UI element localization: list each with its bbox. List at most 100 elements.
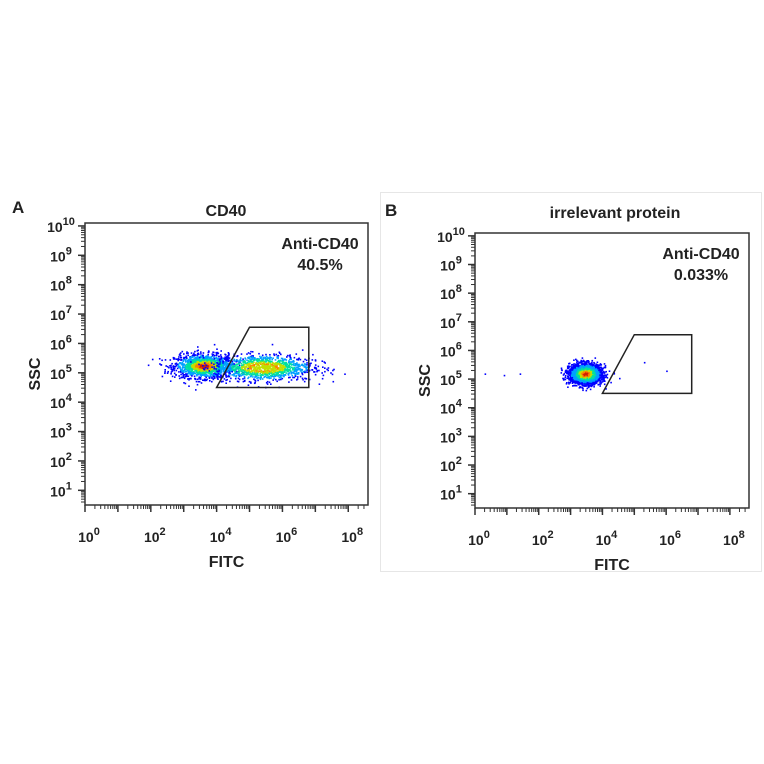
event-dot bbox=[273, 371, 275, 373]
event-dot bbox=[281, 364, 284, 367]
event-dot bbox=[289, 356, 291, 358]
event-dot bbox=[166, 365, 169, 368]
event-dot bbox=[206, 357, 209, 359]
event-dot bbox=[246, 362, 248, 365]
event-dot bbox=[255, 371, 257, 374]
event-dot bbox=[283, 361, 285, 364]
event-dot bbox=[240, 362, 242, 365]
event-dot bbox=[290, 379, 293, 381]
event-dot bbox=[258, 365, 261, 367]
event-dot bbox=[599, 364, 601, 366]
event-dot bbox=[180, 356, 182, 359]
event-dot bbox=[225, 354, 227, 356]
event-dot bbox=[278, 371, 281, 373]
event-dot bbox=[195, 357, 197, 360]
tick-base: 10 bbox=[440, 487, 456, 503]
event-dot bbox=[242, 364, 244, 366]
event-dot bbox=[207, 367, 210, 369]
event-dot bbox=[242, 372, 245, 375]
event-dot bbox=[590, 379, 592, 382]
event-dot bbox=[247, 369, 249, 372]
event-dot bbox=[274, 370, 276, 373]
event-dot bbox=[233, 368, 235, 371]
event-dot bbox=[344, 373, 346, 375]
event-dot bbox=[195, 365, 197, 368]
event-dot bbox=[211, 367, 213, 369]
event-dot bbox=[272, 373, 275, 376]
event-dot bbox=[252, 368, 255, 370]
event-dot bbox=[259, 355, 261, 358]
tick-exponent: 5 bbox=[456, 369, 462, 381]
event-dot bbox=[225, 379, 227, 382]
events bbox=[484, 357, 668, 392]
event-dot bbox=[184, 375, 187, 378]
event-dot bbox=[262, 358, 265, 360]
event-dot bbox=[231, 370, 233, 373]
event-dot bbox=[204, 364, 206, 367]
event-dot bbox=[192, 361, 195, 363]
event-dot bbox=[268, 372, 271, 375]
event-dot bbox=[168, 366, 170, 369]
event-dot bbox=[206, 378, 208, 381]
event-dot bbox=[304, 365, 307, 367]
event-dot bbox=[220, 355, 222, 358]
tick-base: 10 bbox=[596, 532, 612, 548]
event-dot bbox=[180, 369, 182, 371]
event-dot bbox=[179, 370, 182, 373]
event-dot bbox=[231, 374, 233, 376]
event-dot bbox=[173, 358, 176, 360]
event-dot bbox=[228, 359, 230, 362]
event-dot bbox=[285, 372, 288, 374]
event-dot bbox=[251, 366, 253, 368]
event-dot bbox=[592, 384, 595, 386]
event-dot bbox=[200, 366, 202, 369]
event-dot bbox=[254, 374, 257, 376]
event-dot bbox=[188, 379, 190, 381]
event-dot bbox=[179, 355, 182, 357]
event-dot bbox=[230, 364, 232, 367]
y-tick-label: 105 bbox=[50, 363, 72, 382]
y-tick-label: 108 bbox=[50, 275, 72, 294]
event-dot bbox=[278, 351, 281, 354]
panel-b-frame bbox=[380, 192, 762, 572]
event-dot bbox=[177, 359, 179, 362]
event-dot bbox=[213, 366, 215, 368]
event-dot bbox=[205, 376, 207, 378]
event-dot bbox=[212, 354, 215, 356]
event-dot bbox=[183, 366, 186, 369]
event-dot bbox=[225, 376, 228, 378]
event-dot bbox=[239, 369, 242, 371]
event-dot bbox=[197, 359, 200, 361]
event-dot bbox=[316, 369, 319, 372]
event-dot bbox=[147, 364, 150, 367]
event-dot bbox=[227, 375, 229, 378]
event-dot bbox=[228, 375, 231, 378]
event-dot bbox=[261, 359, 263, 362]
event-dot bbox=[203, 370, 206, 372]
event-dot bbox=[223, 369, 225, 371]
event-dot bbox=[235, 359, 238, 361]
event-dot bbox=[260, 361, 262, 363]
tick-exponent: 7 bbox=[66, 304, 72, 316]
event-dot bbox=[297, 372, 300, 374]
event-dot bbox=[323, 361, 326, 363]
event-dot bbox=[301, 377, 304, 380]
event-dot bbox=[593, 384, 596, 386]
event-dot bbox=[223, 363, 226, 366]
event-dot bbox=[224, 367, 227, 369]
event-dot bbox=[193, 368, 195, 371]
event-dot bbox=[170, 364, 172, 367]
event-dot bbox=[573, 384, 575, 387]
event-dot bbox=[281, 357, 284, 360]
event-dot bbox=[603, 371, 606, 374]
event-dot bbox=[260, 371, 262, 373]
event-dot bbox=[324, 362, 326, 364]
event-dot bbox=[597, 383, 600, 386]
event-dot bbox=[247, 377, 249, 380]
event-dot bbox=[225, 362, 227, 365]
event-dot bbox=[282, 359, 284, 361]
event-dot bbox=[255, 370, 258, 372]
event-dot bbox=[251, 374, 253, 376]
event-dot bbox=[598, 383, 601, 385]
